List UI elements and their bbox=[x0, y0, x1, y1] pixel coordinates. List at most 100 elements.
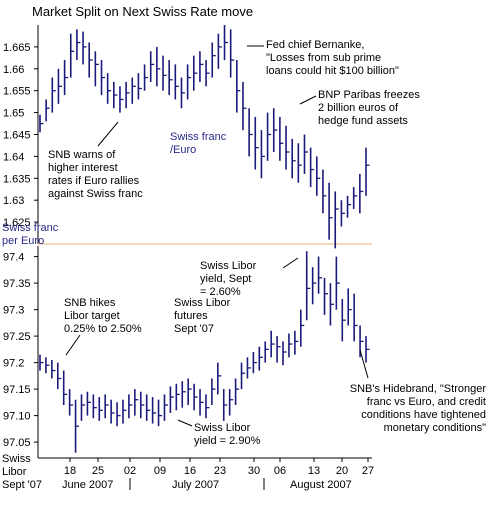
top-ytick-label-5: 1.65 bbox=[3, 108, 24, 120]
top-bar-40 bbox=[285, 125, 290, 170]
top-bar-53 bbox=[365, 147, 370, 196]
bottom-bar-42 bbox=[288, 333, 293, 358]
day-tick-label-5: 23 bbox=[214, 465, 226, 477]
top-series-label-line-2: /Euro bbox=[170, 144, 196, 156]
annotation-snb-hikes: SNB hikes Libor target 0.25% to 2.50% bbox=[64, 297, 142, 356]
top-bar-51 bbox=[352, 187, 358, 209]
annotation-bernanke-line-2: "Losses from sub prime bbox=[266, 52, 381, 64]
top-bar-19 bbox=[156, 46, 161, 87]
top-bar-48 bbox=[334, 191, 339, 249]
bottom-bar-48 bbox=[323, 277, 329, 315]
day-tick-label-8: 13 bbox=[308, 465, 320, 477]
annotation-bernanke: Fed chief Bernanke, "Losses from sub pri… bbox=[247, 39, 399, 77]
annotation-hildebrand-line-3: conditions have tightened bbox=[361, 409, 486, 421]
top-bar-13 bbox=[119, 86, 124, 113]
annotation-swiss-libor-260-leader bbox=[282, 257, 299, 269]
day-tick-label-7: 06 bbox=[274, 465, 286, 477]
bottom-bar-1 bbox=[45, 357, 50, 374]
annotation-bnp: BNP Paribas freezes 2 billion euros of h… bbox=[299, 89, 420, 127]
annotation-snb-warns-line-2: higher interest bbox=[48, 162, 118, 174]
bottom-ytick-label-2: 97.15 bbox=[3, 384, 31, 396]
bottom-bar-2 bbox=[51, 359, 56, 379]
bottom-bar-19 bbox=[151, 397, 157, 424]
top-axes: 1.625 1.63 1.635 1.64 1.645 1.65 1.655 1.66 1.66… bbox=[2, 25, 372, 247]
bottom-bar-53 bbox=[353, 293, 358, 342]
bottom-bar-16 bbox=[134, 389, 139, 416]
bottom-bar-20 bbox=[157, 399, 163, 427]
top-yticks: 1.625 1.63 1.635 1.64 1.645 1.65 1.655 1.66 1.66… bbox=[3, 42, 38, 229]
annotation-swiss-libor-260: Swiss Libor yield, Sept = 2.60% bbox=[200, 257, 299, 298]
month-label-july: July 2007 bbox=[172, 479, 219, 491]
bottom-bar-47 bbox=[317, 256, 323, 294]
top-bar-9 bbox=[94, 51, 99, 87]
top-bar-7 bbox=[82, 31, 87, 65]
top-bar-43 bbox=[303, 134, 308, 174]
top-bar-39 bbox=[279, 116, 284, 161]
top-bar-38 bbox=[272, 108, 278, 153]
annotation-bnp-line-3: hedge fund assets bbox=[318, 115, 408, 127]
top-bar-24 bbox=[186, 64, 192, 100]
bottom-bar-35 bbox=[246, 357, 251, 379]
bottom-bar-11 bbox=[104, 394, 109, 419]
top-bar-49 bbox=[340, 200, 345, 227]
bottom-xlabel-line-3: Sept '07 bbox=[2, 479, 42, 491]
bottom-bar-40 bbox=[276, 336, 281, 363]
bottom-bar-51 bbox=[341, 299, 346, 342]
bottom-xticks: 18 25 02 09 16 23 30 06 13 20 27 bbox=[64, 458, 374, 477]
bottom-bar-49 bbox=[329, 283, 334, 326]
top-bar-0 bbox=[39, 114, 44, 133]
top-bar-25 bbox=[192, 55, 198, 91]
annotation-snb-hikes-line-2: Libor target bbox=[64, 310, 120, 322]
chart-title: Market Split on Next Swiss Rate move bbox=[32, 4, 253, 19]
top-ytick-label-3: 1.64 bbox=[3, 151, 24, 163]
bottom-bar-52 bbox=[347, 288, 352, 326]
bottom-bar-8 bbox=[86, 391, 91, 416]
bottom-series-label-line-3: Sept '07 bbox=[174, 323, 214, 335]
top-bar-16 bbox=[137, 73, 142, 100]
bottom-bar-39 bbox=[270, 330, 275, 358]
day-tick-label-9: 20 bbox=[336, 465, 348, 477]
bottom-bar-4 bbox=[62, 370, 68, 405]
top-bar-18 bbox=[149, 51, 155, 82]
bottom-ytick-label-6: 97.35 bbox=[3, 278, 31, 290]
top-bar-12 bbox=[113, 81, 118, 109]
annotation-snb-warns: SNB warns of higher interest rates if Eu… bbox=[48, 121, 143, 200]
day-tick-label-2: 02 bbox=[124, 465, 136, 477]
bottom-bar-13 bbox=[116, 402, 121, 427]
day-tick-label-3: 09 bbox=[154, 465, 166, 477]
top-bar-14 bbox=[125, 81, 130, 109]
bottom-bar-43 bbox=[294, 330, 299, 355]
bottom-bar-5 bbox=[68, 389, 74, 416]
top-bar-35 bbox=[254, 116, 259, 170]
bottom-bar-31 bbox=[222, 389, 228, 421]
day-tick-label-1: 25 bbox=[92, 465, 104, 477]
bottom-bar-3 bbox=[56, 362, 62, 390]
top-bar-17 bbox=[143, 64, 149, 91]
bottom-ohlc-bars bbox=[39, 251, 370, 453]
annotation-snb-hikes-line-1: SNB hikes bbox=[64, 297, 116, 309]
bottom-bar-46 bbox=[311, 267, 317, 305]
day-tick-label-10: 27 bbox=[362, 465, 374, 477]
annotation-bnp-line-2: 2 billion euros of bbox=[318, 102, 399, 114]
bottom-bar-34 bbox=[240, 362, 246, 390]
annotation-swiss-libor-260-line-2: yield, Sept bbox=[200, 273, 251, 285]
top-bar-33 bbox=[242, 81, 247, 131]
top-bar-27 bbox=[205, 60, 210, 87]
top-bar-5 bbox=[69, 33, 75, 78]
bottom-bar-14 bbox=[122, 399, 127, 424]
bottom-bar-15 bbox=[128, 394, 133, 419]
annotation-bernanke-line-3: loans could hit $100 billion" bbox=[266, 65, 399, 77]
top-bar-20 bbox=[162, 55, 167, 91]
top-bar-15 bbox=[131, 77, 136, 104]
top-ylabel-line-2: per Euro bbox=[2, 235, 44, 247]
top-bar-26 bbox=[199, 51, 204, 82]
top-bar-21 bbox=[168, 60, 173, 96]
bottom-bar-17 bbox=[139, 391, 145, 419]
top-bar-31 bbox=[229, 29, 235, 78]
bottom-ytick-label-3: 97.2 bbox=[3, 358, 24, 370]
top-bar-47 bbox=[328, 182, 333, 240]
bottom-yticks: 97.05 97.10 97.15 97.2 97.25 97.3 97.35 97.4 bbox=[3, 252, 38, 449]
top-bar-28 bbox=[211, 42, 216, 78]
month-label-august: August 2007 bbox=[290, 479, 352, 491]
top-bar-1 bbox=[45, 99, 50, 122]
